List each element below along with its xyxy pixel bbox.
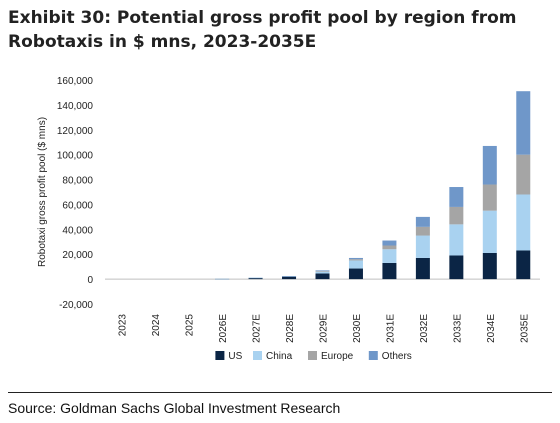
bar-china-2032e: [415, 235, 430, 258]
x-tick-label: 2030E: [352, 314, 363, 343]
x-tick-label: 2032E: [419, 314, 430, 343]
y-tick-label: 140,000: [57, 101, 94, 112]
x-tick-label: 2034E: [486, 314, 497, 343]
x-tick-label: 2033E: [452, 314, 463, 343]
chart-title-line-2: Robotaxis in $ mns, 2023-2035E: [8, 32, 317, 52]
x-tick-label: 2029E: [319, 314, 330, 343]
bar-europe-2032e: [415, 226, 430, 236]
bar-europe-2033e: [449, 206, 464, 225]
x-tick-label: 2026E: [218, 314, 229, 343]
bar-europe-2030e: [348, 259, 363, 261]
bar-europe-2034e: [482, 184, 497, 211]
bar-europe-2035e: [516, 154, 531, 195]
bar-others-2033e: [449, 187, 464, 207]
bar-china-2030e: [348, 260, 363, 269]
bar-others-2029e: [315, 270, 330, 272]
bar-others-2034e: [482, 145, 497, 185]
bar-us-2033e: [449, 255, 464, 280]
bar-us-2034e: [482, 252, 497, 280]
bar-us-2028e: [282, 276, 297, 280]
chart-title-line-1: Exhibit 30: Potential gross profit pool …: [8, 8, 517, 28]
bar-us-2030e: [348, 268, 363, 280]
x-tick-label: 2028E: [285, 314, 296, 343]
bar-us-2035e: [516, 250, 531, 280]
x-tick-label: 2023: [118, 314, 129, 337]
x-tick-label: 2035E: [519, 314, 530, 343]
bar-china-2033e: [449, 224, 464, 256]
x-tick-label: 2024: [151, 314, 162, 337]
y-tick-label: 160,000: [57, 76, 94, 87]
bar-others-2032e: [415, 216, 430, 227]
bar-china-2026e: [215, 278, 230, 280]
bar-china-2031e: [382, 249, 397, 263]
bar-china-2027e: [248, 277, 263, 279]
y-tick-label: 100,000: [57, 151, 94, 162]
legend-swatch-others: [368, 351, 378, 360]
legend-swatch-us: [215, 351, 225, 360]
bar-us-2031e: [382, 262, 397, 280]
x-tick-label: 2031E: [385, 314, 396, 343]
bar-europe-2031e: [382, 245, 397, 250]
x-tick-label: 2027E: [252, 314, 263, 343]
y-tick-label: 40,000: [62, 225, 93, 236]
legend-label-europe: Europe: [321, 351, 354, 362]
y-tick-label: -20,000: [59, 300, 93, 311]
legend-swatch-europe: [308, 351, 317, 360]
bar-others-2035e: [516, 91, 531, 155]
bar-china-2035e: [516, 194, 531, 251]
bar-china-2029e: [315, 271, 330, 274]
bar-others-2030e: [348, 257, 363, 260]
y-tick-label: 120,000: [57, 126, 94, 137]
bar-others-2031e: [382, 240, 397, 246]
y-axis-label: Robotaxi gross profit pool ($ mns): [37, 117, 48, 267]
y-tick-label: 0: [87, 275, 93, 286]
source-note: Source: Goldman Sachs Global Investment …: [8, 400, 341, 416]
bar-others-2028e: [282, 276, 297, 277]
bar-europe-2029e: [315, 271, 330, 272]
bar-us-2029e: [315, 273, 330, 280]
legend-label-others: Others: [382, 351, 412, 362]
y-tick-label: 80,000: [62, 176, 93, 187]
y-tick-label: 20,000: [62, 250, 93, 261]
bar-china-2034e: [482, 210, 497, 253]
footer-divider: [8, 392, 552, 393]
y-tick-label: 60,000: [62, 200, 93, 211]
bar-us-2032e: [415, 257, 430, 280]
legend-label-us: US: [228, 351, 242, 362]
x-tick-label: 2025: [185, 314, 196, 337]
legend-label-china: China: [266, 351, 293, 362]
bar-us-2027e: [248, 277, 263, 280]
legend-swatch-china: [253, 351, 262, 360]
chart-title: Exhibit 30: Potential gross profit pool …: [8, 6, 553, 54]
